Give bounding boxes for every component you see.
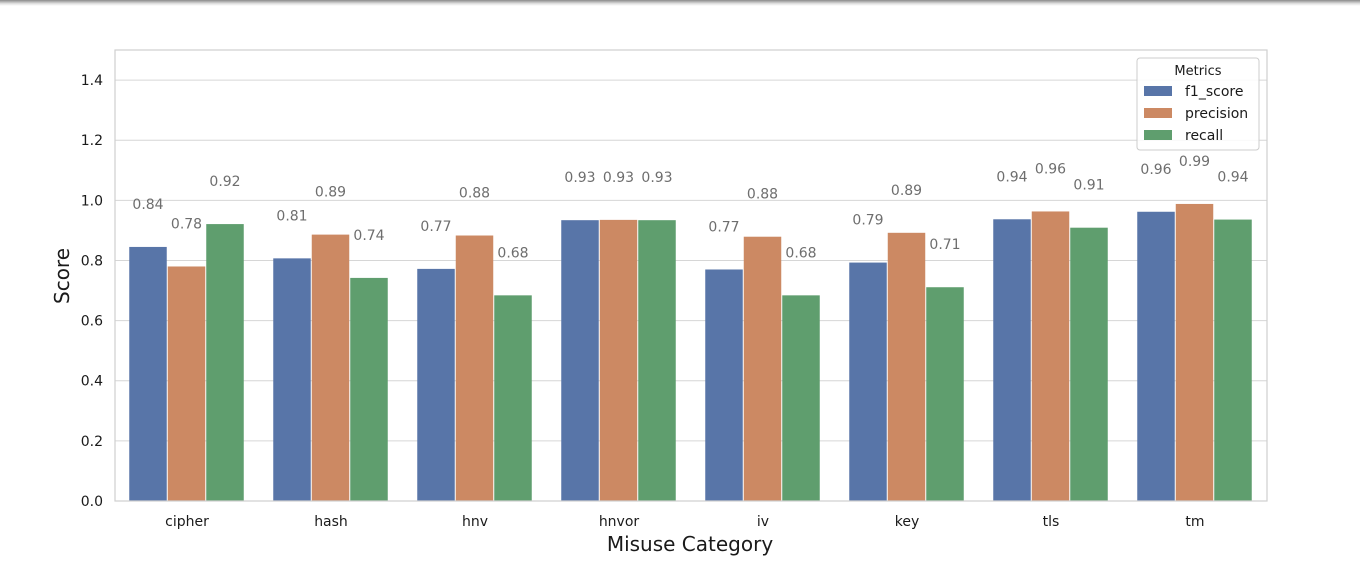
window-top-shadow [0,0,1360,6]
data-label: 0.81 [276,208,307,224]
data-labels: 0.84 0.78 0.92 0.81 0.89 0.74 0.77 0.88 0.68 0.93… [132,154,1248,261]
bar-recall [350,277,388,501]
legend-swatch [1144,108,1172,118]
y-tick-label: 0.6 [81,314,103,330]
legend-label: f1_score [1185,84,1243,100]
bar-recall [638,220,676,501]
bar-precision [455,235,494,501]
y-tick-label: 0.0 [81,494,103,510]
y-tick-labels: 0.0 0.2 0.4 0.6 0.8 1.0 1.2 1.4 [81,73,103,510]
y-tick-label: 1.0 [81,193,103,209]
bars [129,203,1252,502]
bar-precision [311,234,350,502]
bar-recall [1214,219,1252,502]
y-tick-label: 0.4 [81,374,103,390]
y-tick-label: 0.8 [81,253,103,269]
bar-precision [167,266,206,501]
y-tick-label: 0.2 [81,434,103,450]
data-label: 0.96 [1035,161,1066,177]
bar-recall [494,295,532,501]
x-tick-label: key [895,514,920,530]
bar-f1_score [129,246,167,501]
data-label: 0.91 [1073,178,1104,194]
bar-precision [1031,211,1070,501]
legend-label: recall [1185,128,1223,144]
data-label: 0.93 [603,170,634,186]
data-label: 0.89 [315,185,346,201]
data-label: 0.68 [497,245,528,261]
legend-swatch [1144,86,1172,96]
bar-precision [743,236,782,502]
x-tick-label: hash [314,514,348,530]
x-tick-label: tls [1043,514,1060,530]
x-axis-label: Misuse Category [607,532,774,556]
bar-recall [206,224,244,501]
bar-recall [926,287,964,501]
data-label: 0.88 [459,186,490,202]
x-tick-label: iv [757,514,769,530]
data-label: 0.96 [1140,162,1171,178]
legend: Metrics f1_score precision recall [1136,57,1260,151]
data-label: 0.88 [747,187,778,203]
bar-precision [1175,203,1214,501]
data-label: 0.71 [929,237,960,253]
bar-precision [599,219,638,502]
data-label: 0.78 [171,216,202,232]
legend-label: precision [1185,106,1248,122]
bar-f1_score [1137,211,1175,501]
bar-f1_score [417,268,455,501]
data-label: 0.93 [641,170,672,186]
bar-precision [887,232,926,501]
legend-entries: f1_score precision recall [1144,84,1248,144]
data-label: 0.94 [996,169,1027,185]
y-tick-label: 1.4 [81,73,103,89]
legend-box [1136,57,1260,151]
data-label: 0.99 [1179,154,1210,170]
bar-recall [1070,227,1108,501]
data-label: 0.94 [1217,170,1248,186]
data-label: 0.89 [891,183,922,199]
bar-f1_score [705,269,743,501]
data-label: 0.79 [852,213,883,229]
data-label: 0.77 [708,219,739,235]
data-label: 0.92 [209,174,240,190]
data-label: 0.74 [353,228,384,244]
data-label: 0.77 [420,219,451,235]
y-tick-label: 1.2 [81,133,103,149]
bar-f1_score [849,262,887,501]
bar-f1_score [993,219,1031,501]
legend-title: Metrics [1174,64,1221,79]
legend-swatch [1144,130,1172,140]
x-tick-label: hnvor [599,514,640,530]
x-tick-label: hnv [462,514,488,530]
bar-recall [782,295,820,501]
data-label: 0.84 [132,197,163,213]
bar-f1_score [273,258,311,501]
data-label: 0.68 [785,245,816,261]
y-axis-label: Score [50,248,74,304]
plot-frame [114,49,1268,502]
data-label: 0.93 [564,170,595,186]
x-tick-label: cipher [165,514,209,530]
x-tick-label: tm [1185,514,1204,530]
bar-f1_score [561,220,599,501]
x-tick-labels: cipher hash hnv hnvor iv key tls tm [165,514,1204,530]
